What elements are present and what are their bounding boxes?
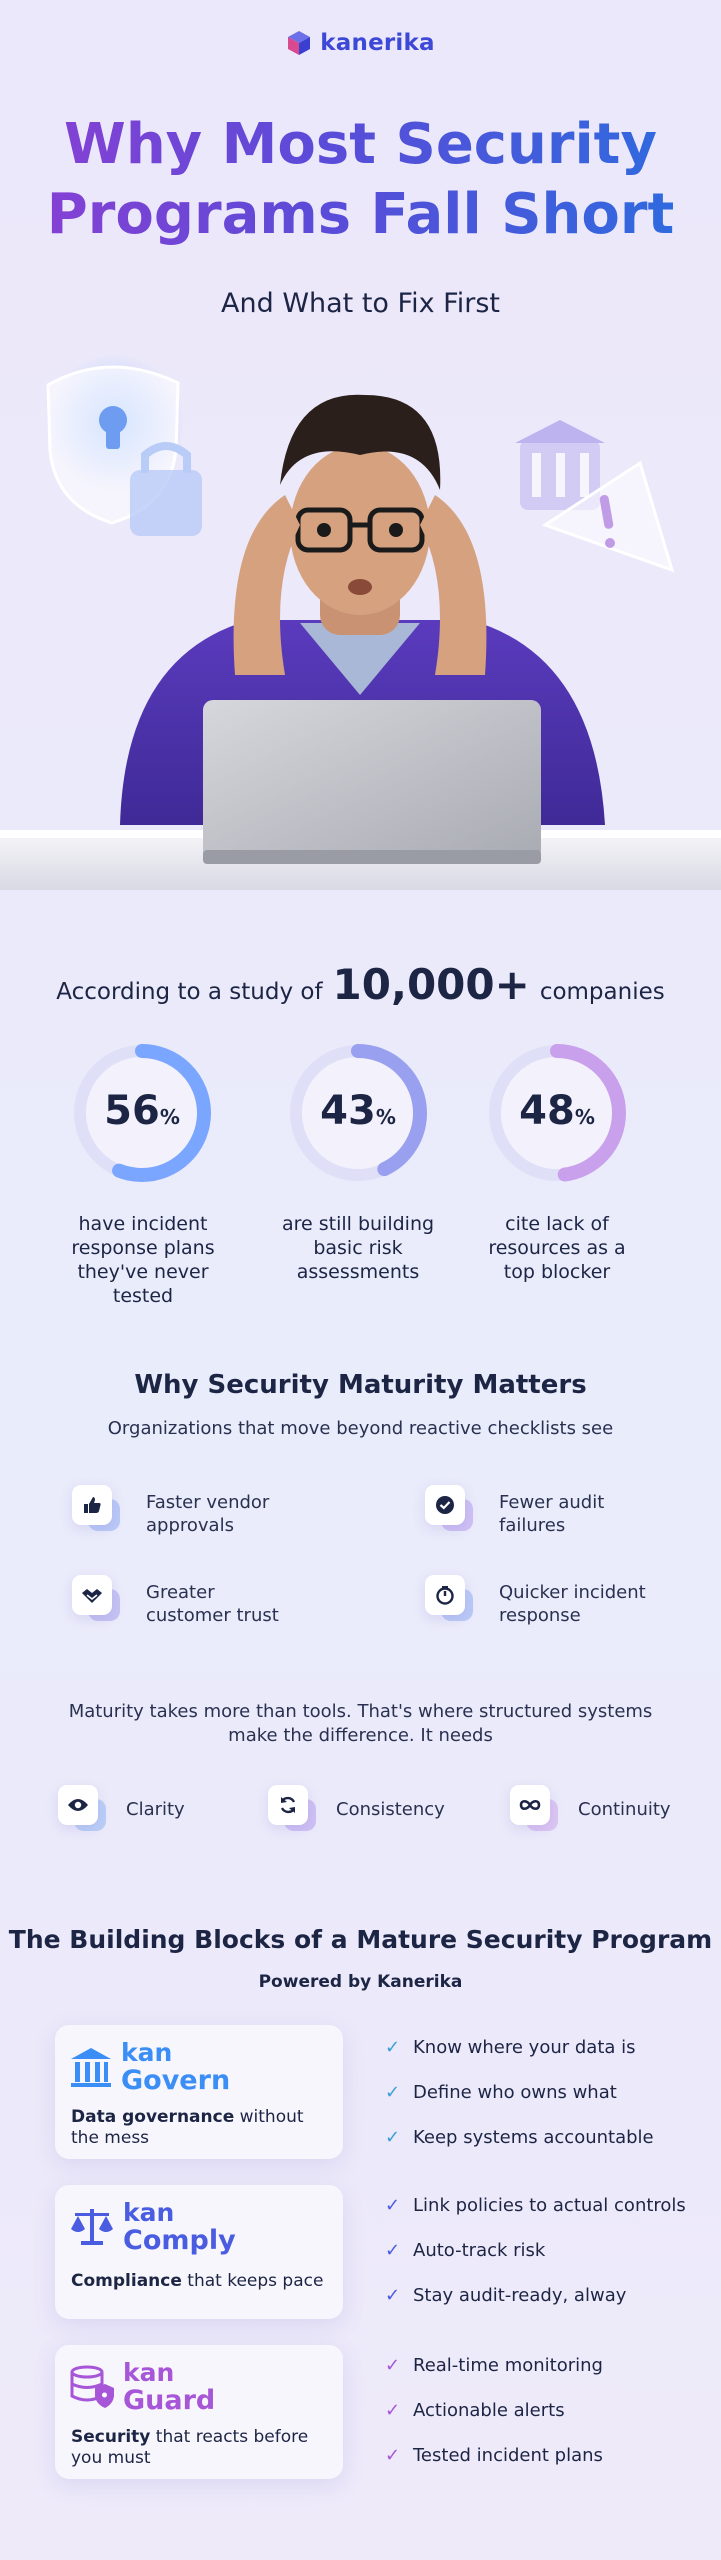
- card-kangovern: kan Govern Data governance without the me…: [55, 2025, 343, 2159]
- kanerika-cube-icon: [288, 31, 311, 55]
- stat-rings: [73, 1044, 626, 1182]
- need-clarity: Clarity: [58, 1785, 185, 1833]
- study-prefix: According to a study of: [56, 979, 323, 1005]
- stat-2-label: are still building basic risk assessments: [281, 1213, 435, 1283]
- card-kanguard: kan Guard Security that reacts before you…: [55, 2345, 343, 2479]
- checks-kangovern: ✓ Know where your data is ✓ Define who own…: [385, 2037, 654, 2148]
- check-badge-icon: [425, 1485, 465, 1525]
- hero-title-line1: Why Most Security: [64, 112, 657, 177]
- brand-name: kanerika: [320, 30, 435, 56]
- needs-intro: Maturity takes more than tools. That's w…: [68, 1701, 653, 1746]
- blocks-title: The Building Blocks of a Mature Security…: [8, 1925, 713, 1954]
- bank-warning-icon: [515, 420, 675, 573]
- card-kancomply: kan Comply Compliance that keeps pace: [55, 2185, 343, 2319]
- pillars-icon: [71, 2048, 111, 2087]
- scales-icon: [71, 2209, 113, 2245]
- database-shield-icon: [70, 2365, 114, 2408]
- feature-faster-vendor: Faster vendor approvals: [72, 1485, 332, 1537]
- feature-quicker-response: Quicker incident response: [425, 1575, 685, 1627]
- study-line: According to a study of 10,000+ companie…: [0, 960, 721, 1009]
- feature-fewer-audit: Fewer audit failures: [425, 1485, 685, 1537]
- stat-1-value: 56%: [104, 1088, 180, 1134]
- need-continuity: Continuity: [510, 1785, 671, 1833]
- stat-ring-arc-2: [289, 1044, 427, 1182]
- hero-illustration: [0, 355, 721, 890]
- maturity-title: Why Security Maturity Matters: [134, 1370, 587, 1400]
- hero-subtitle: And What to Fix First: [221, 288, 500, 319]
- study-count: 10,000+: [332, 960, 530, 1009]
- timer-icon: [425, 1575, 465, 1615]
- stat-3-label: cite lack of resources as a top blocker: [488, 1213, 626, 1283]
- stat-ring-arc-1: [73, 1044, 211, 1182]
- stat-2-value: 43%: [320, 1088, 396, 1134]
- stat-1-label: have incident response plans they've never…: [71, 1213, 215, 1307]
- checks-kanguard: ✓ Real-time monitoring ✓ Actionable alerts…: [385, 2355, 603, 2466]
- blocks-subtitle: Powered by Kanerika: [258, 1972, 463, 1992]
- stat-3-value: 48%: [519, 1088, 595, 1134]
- eye-icon: [58, 1785, 98, 1825]
- laptop: [203, 700, 541, 864]
- study-suffix: companies: [539, 979, 665, 1005]
- feature-customer-trust: Greater customer trust: [72, 1575, 332, 1627]
- brand-logo[interactable]: kanerika: [0, 30, 721, 56]
- hero-title: Why Most Security Programs Fall Short: [0, 110, 721, 250]
- shield-lock-icon: [45, 355, 202, 536]
- sync-icon: [268, 1785, 308, 1825]
- need-consistency: Consistency: [268, 1785, 445, 1833]
- handshake-icon: [72, 1575, 112, 1615]
- hero-title-line2: Programs Fall Short: [46, 182, 675, 247]
- checks-kancomply: ✓ Link policies to actual controls ✓ Auto-…: [385, 2195, 686, 2306]
- infinity-icon: [510, 1785, 550, 1825]
- maturity-subtitle: Organizations that move beyond reactive …: [107, 1418, 614, 1439]
- stat-ring-arc-3: [488, 1044, 626, 1182]
- thumbs-up-icon: [72, 1485, 112, 1525]
